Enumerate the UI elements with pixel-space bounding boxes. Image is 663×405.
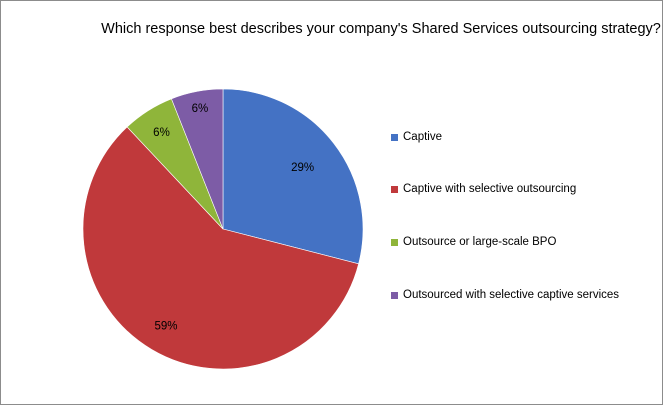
- legend-swatch: [391, 238, 398, 246]
- data-label-outsource-bpo: 6%: [153, 127, 170, 139]
- pie-slice-captive: [222, 88, 364, 265]
- data-label-outsourced-captive: 6%: [192, 103, 209, 115]
- legend-label: Captive with selective outsourcing: [403, 183, 577, 195]
- legend-swatch: [391, 291, 398, 299]
- data-label-captive-selective: 59%: [154, 320, 177, 332]
- pie-slice-captive-selective: [82, 126, 359, 370]
- pie-slice-outsourced-captive: [171, 88, 224, 230]
- legend-item-captive-selective: Captive with selective outsourcing: [391, 183, 576, 195]
- legend-label: Outsourced with selective captive servic…: [403, 289, 620, 301]
- legend-label: Captive: [403, 131, 442, 143]
- legend-item-outsource-bpo: Outsource or large-scale BPO: [391, 236, 556, 248]
- data-label-captive: 29%: [291, 162, 314, 174]
- legend-item-outsourced-captive: Outsourced with selective captive servic…: [391, 289, 619, 301]
- legend-label: Outsource or large-scale BPO: [403, 236, 557, 248]
- legend-swatch: [391, 133, 398, 141]
- legend-swatch: [391, 185, 398, 193]
- legend-item-captive: Captive: [391, 131, 442, 143]
- chart-title: Which response best describes your compa…: [101, 21, 661, 37]
